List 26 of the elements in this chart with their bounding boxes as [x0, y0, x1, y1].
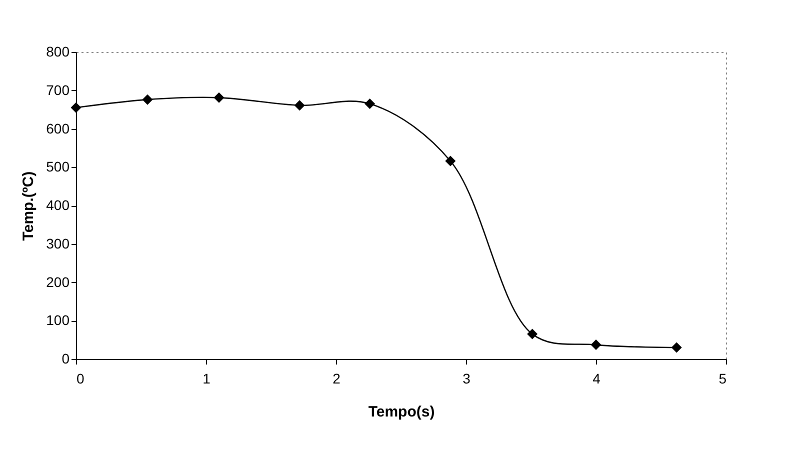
x-tick-label: 1	[202, 370, 211, 386]
point	[142, 94, 153, 105]
point	[671, 342, 682, 353]
point	[364, 98, 376, 110]
point	[445, 156, 456, 166]
y-tick-label: 800	[46, 44, 70, 60]
x-tick-label: 4	[592, 370, 601, 386]
y-tick-label: 200	[46, 274, 70, 290]
y-tick-label: 0	[62, 350, 70, 366]
point	[70, 102, 82, 113]
y-tick-label: 500	[46, 158, 70, 175]
x-tick-label: 2	[332, 370, 341, 386]
point	[214, 92, 224, 103]
point	[527, 328, 538, 340]
y-tick-label: 400	[46, 197, 70, 213]
y-tick-label: 600	[46, 120, 70, 136]
point	[590, 340, 602, 350]
point	[294, 100, 305, 111]
x-tick-label: 5	[718, 370, 727, 386]
y-tick-label: 100	[46, 312, 70, 328]
x-axis-title: Tempo(s)	[368, 404, 435, 420]
y-tick-label: 700	[46, 82, 70, 98]
y-axis-title: Temp.(ºC)	[20, 171, 38, 241]
x-tick-label: 0	[76, 370, 84, 386]
x-tick-label: 3	[462, 370, 471, 386]
y-tick-label: 300	[46, 235, 70, 252]
